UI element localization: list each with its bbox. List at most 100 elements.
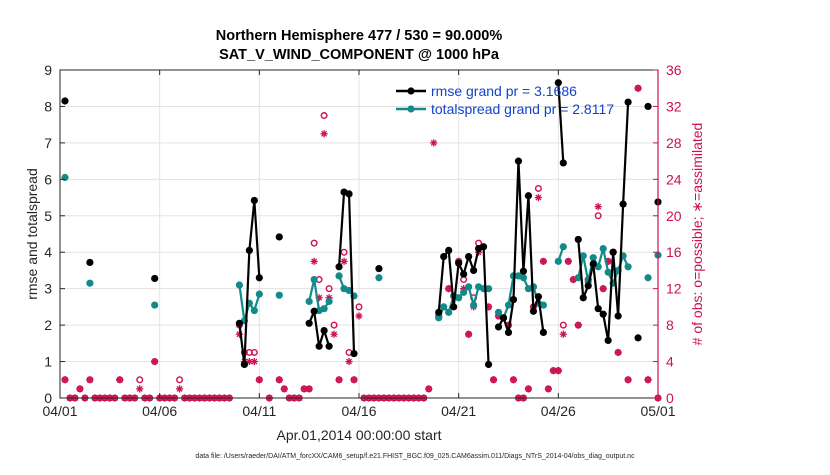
rmse-segment: [447, 250, 455, 307]
obs-assimilated-stroke: [555, 367, 562, 374]
obs-assimilated-marker: [554, 367, 562, 375]
obs-assimilated-stroke: [615, 349, 622, 356]
y-axis-left-label: rmse and totalspread: [24, 168, 40, 300]
totalspread-point: [539, 301, 547, 309]
rmse-segment: [437, 256, 445, 313]
obs-assimilated-marker: [509, 376, 518, 384]
obs-possible-marker: [136, 376, 144, 384]
obs-assimilated-stroke: [151, 358, 158, 365]
obs-assimilated-stroke: [336, 376, 343, 383]
rmse-point: [584, 282, 592, 290]
obs-assimilated-stroke: [276, 376, 283, 383]
totalspread-point: [305, 297, 313, 306]
totalspread-point: [61, 173, 69, 182]
obs-assimilated-marker: [425, 385, 433, 393]
totalspread-point: [335, 272, 343, 280]
rmse-segment: [238, 323, 246, 365]
obs-assimilated-marker: [275, 376, 283, 384]
rmse-point: [514, 157, 523, 165]
obs-assimilated-marker: [574, 321, 582, 329]
rmse-point: [435, 308, 443, 316]
rmse-point: [61, 97, 69, 105]
chart-title-line-1: Northern Hemisphere 477 / 530 = 90.000%: [216, 28, 503, 44]
y-right-tick-label: 20: [666, 208, 682, 224]
y-axis-right-label: # of obs: o=possible; ∗=assimilated: [689, 123, 705, 346]
obs-assimilated-marker: [76, 385, 84, 393]
rmse-point: [624, 98, 632, 106]
obs-possible-marker: [250, 348, 258, 356]
obs-assimilated-marker: [61, 376, 69, 384]
rmse-segment: [248, 200, 256, 251]
rmse-point: [539, 328, 547, 336]
rmse-point: [594, 305, 602, 313]
obs-assimilated-stroke: [346, 358, 353, 365]
obs-assimilated-stroke: [575, 322, 582, 329]
y-left-tick-label: 4: [44, 244, 52, 260]
rmse-point: [599, 310, 607, 318]
rmse-point: [450, 303, 458, 311]
obs-assimilated-stroke: [341, 258, 348, 265]
rmse-point: [634, 334, 642, 342]
obs-assimilated-stroke: [86, 376, 93, 383]
totalspread-point: [310, 275, 318, 284]
rmse-segment: [587, 263, 595, 286]
obs-possible-marker: [594, 212, 602, 220]
rmse-point: [619, 200, 627, 208]
totalspread-segment: [507, 275, 515, 306]
totalspread-point: [435, 314, 443, 322]
rmse-point: [460, 270, 468, 278]
obs-possible-marker: [320, 112, 328, 120]
obs-assimilated-stroke: [535, 194, 542, 201]
obs-assimilated-stroke: [251, 358, 258, 365]
rmse-point: [250, 196, 258, 205]
rmse-point: [315, 342, 323, 350]
totalspread-point: [151, 301, 159, 309]
obs-assimilated-stroke: [545, 385, 552, 392]
data-file-footer: data file: /Users/raeder/DAI/ATM_forcXX/…: [195, 453, 635, 460]
y-left-tick-label: 7: [44, 135, 52, 151]
obs-assimilated-stroke: [445, 285, 452, 292]
rmse-point: [86, 258, 94, 267]
rmse-segment: [577, 239, 585, 298]
totalspread-point: [644, 274, 652, 282]
totalspread-point: [599, 244, 607, 253]
totalspread-segment: [602, 248, 610, 273]
totalspread-point: [574, 274, 582, 282]
rmse-segment: [472, 248, 480, 271]
totalspread-point: [86, 279, 94, 287]
rmse-segment: [607, 252, 615, 341]
rmse-segment: [617, 204, 625, 317]
rmse-segment: [557, 82, 565, 164]
obs-possible-marker: [355, 303, 363, 311]
rmse-point: [534, 293, 543, 301]
y-left-tick-label: 5: [44, 208, 52, 224]
obs-assimilated-stroke: [645, 376, 652, 383]
obs-assimilated-marker: [176, 385, 184, 393]
totalspread-point: [275, 291, 283, 299]
rmse-point: [524, 192, 533, 200]
x-tick-label: 04/26: [541, 403, 576, 419]
obs-assimilated-stroke: [525, 385, 532, 392]
obs-assimilated-marker: [280, 385, 288, 393]
obs-assimilated-marker: [250, 357, 258, 366]
obs-assimilated-stroke: [311, 258, 318, 265]
rmse-segment: [337, 192, 346, 267]
rmse-point: [375, 265, 383, 273]
legend-rmse-marker: [407, 87, 415, 95]
obs-assimilated-marker: [350, 376, 358, 384]
chart-title-line-2: SAT_V_WIND_COMPONENT @ 1000 hPa: [219, 47, 500, 63]
obs-possible-marker: [176, 376, 184, 384]
totalspread-segment: [308, 279, 316, 302]
rmse-segment: [243, 250, 251, 365]
rmse-point: [529, 307, 538, 315]
totalspread-point: [465, 283, 473, 291]
rmse-segment: [527, 195, 535, 312]
obs-assimilated-marker: [544, 385, 552, 393]
y-left-tick-label: 6: [44, 171, 52, 187]
rmse-point: [470, 266, 478, 275]
rmse-point: [574, 235, 582, 244]
obs-assimilated-stroke: [635, 85, 642, 92]
obs-assimilated-marker: [624, 376, 632, 384]
